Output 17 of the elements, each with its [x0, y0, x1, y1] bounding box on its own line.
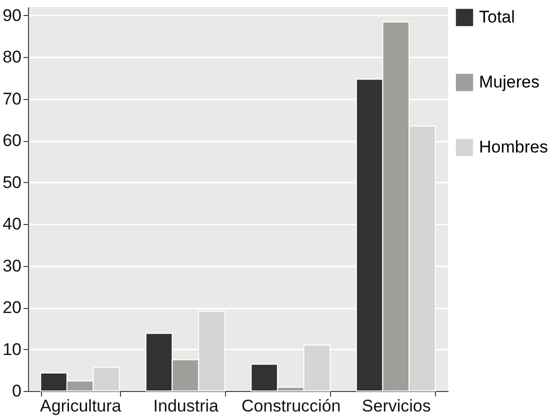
y-tick-label: 20	[2, 298, 22, 318]
y-tick-label: 70	[2, 89, 22, 108]
y-tick-label: 30	[2, 256, 22, 276]
x-tick-label: Agricultura	[40, 396, 122, 416]
y-tick-label: 60	[2, 131, 22, 150]
x-tick-label: Construcción	[242, 396, 341, 416]
y-tick-label: 80	[2, 48, 22, 67]
y-tick-label: 90	[2, 6, 22, 25]
y-tick-label: 50	[2, 172, 22, 192]
legend-label: Total	[479, 8, 515, 26]
y-tick-label: 0	[12, 382, 22, 400]
x-tick-label: Servicios	[362, 396, 431, 416]
y-tick-label: 40	[2, 214, 22, 234]
x-tick-label: Industria	[153, 396, 220, 416]
y-tick-label: 10	[2, 340, 22, 359]
legend-label: Mujeres	[479, 72, 540, 92]
legend-label: Hombres	[479, 138, 548, 156]
